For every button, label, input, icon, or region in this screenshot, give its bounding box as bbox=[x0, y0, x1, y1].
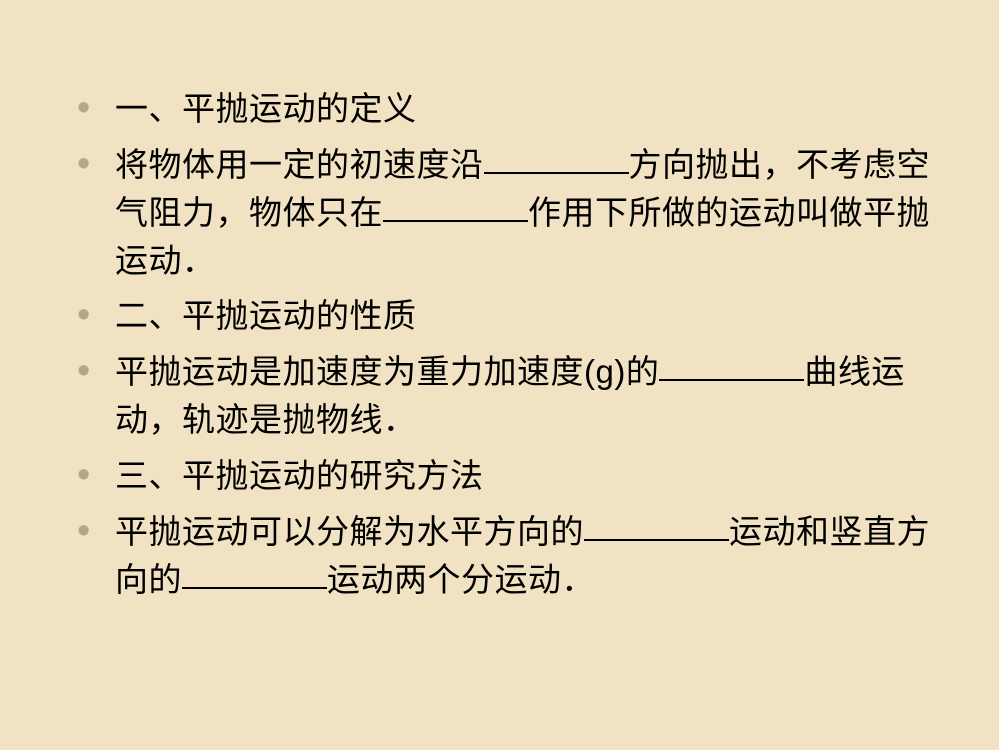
fill-blank bbox=[383, 189, 528, 222]
bullet-item-5: 平抛运动可以分解为水平方向的运动和竖直方向的运动两个分运动． bbox=[75, 508, 939, 604]
bullet-item-1: 将物体用一定的初速度沿方向抛出，不考虑空气阻力，物体只在作用下所做的运动叫做平抛… bbox=[75, 141, 939, 285]
bullet-item-2: 二、平抛运动的性质 bbox=[75, 292, 939, 340]
text-segment: 将物体用一定的初速度沿 bbox=[115, 146, 484, 183]
text-segment: 运动两个分运动． bbox=[327, 561, 595, 598]
fill-blank bbox=[584, 508, 729, 541]
bullet-item-0: 一、平抛运动的定义 bbox=[75, 85, 939, 133]
text-segment: 平抛运动是加速度为重力加速度(g)的 bbox=[115, 353, 659, 390]
text-segment: 平抛运动可以分解为水平方向的 bbox=[115, 513, 584, 550]
text-segment: 二、平抛运动的性质 bbox=[115, 297, 417, 334]
text-segment: 一、平抛运动的定义 bbox=[115, 90, 417, 127]
bullet-item-3: 平抛运动是加速度为重力加速度(g)的曲线运动，轨迹是抛物线． bbox=[75, 348, 939, 444]
text-segment: 三、平抛运动的研究方法 bbox=[115, 457, 484, 494]
bullet-list: 一、平抛运动的定义将物体用一定的初速度沿方向抛出，不考虑空气阻力，物体只在作用下… bbox=[75, 85, 939, 603]
fill-blank bbox=[659, 348, 804, 381]
bullet-item-4: 三、平抛运动的研究方法 bbox=[75, 452, 939, 500]
fill-blank bbox=[484, 141, 629, 174]
fill-blank bbox=[182, 556, 327, 589]
